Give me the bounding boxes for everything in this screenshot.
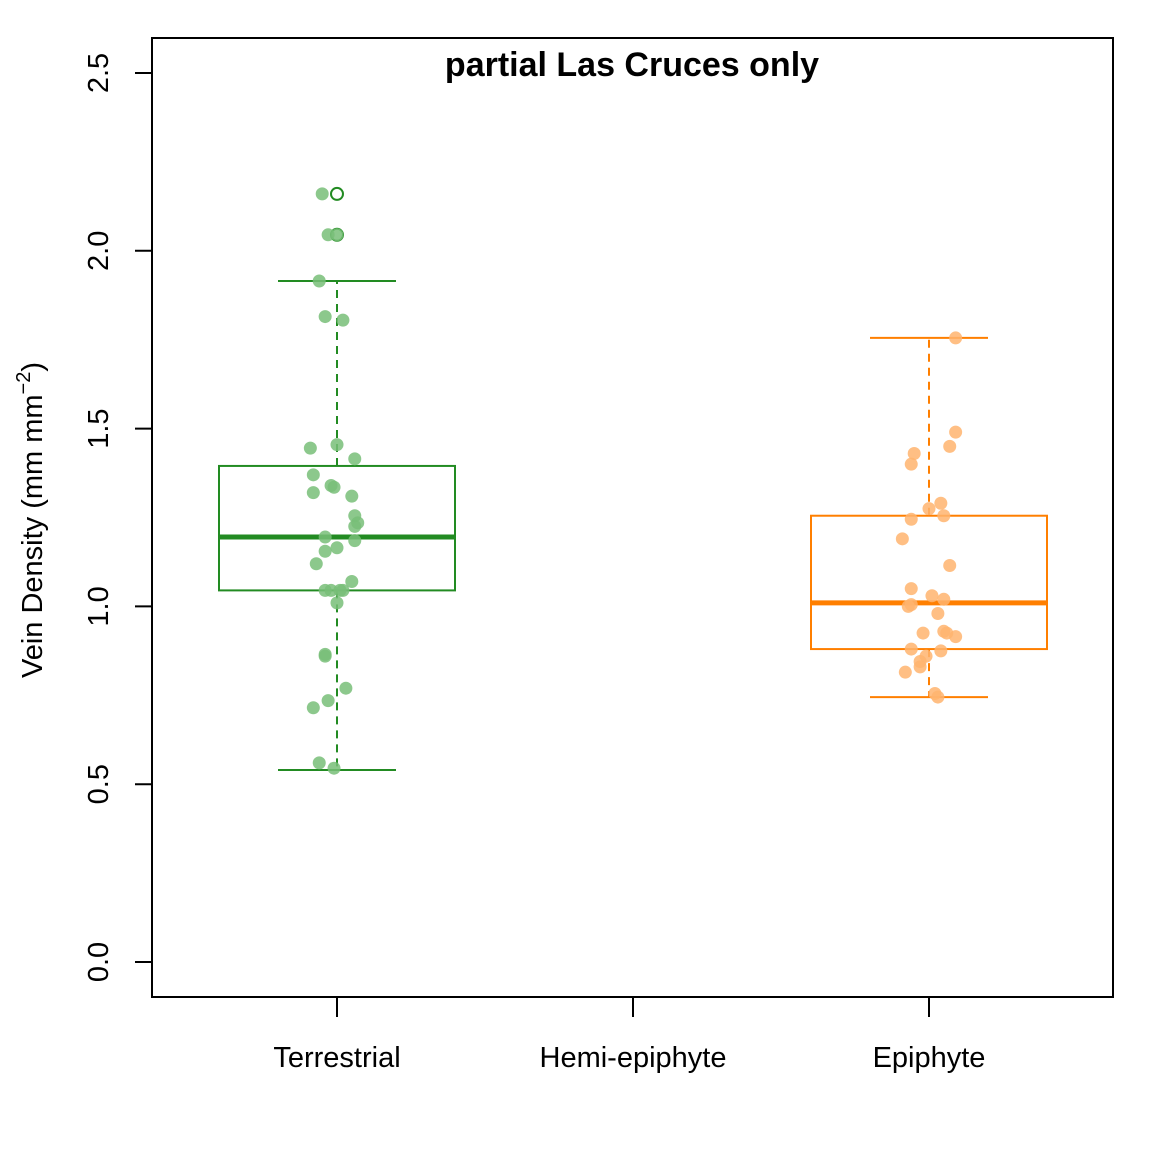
data-point [937,592,951,606]
data-point [949,425,963,439]
data-point [345,489,359,503]
data-point [330,596,344,610]
data-point [306,468,320,482]
data-point [925,589,939,603]
data-point [949,630,963,644]
data-point [309,557,323,571]
data-point [937,509,951,523]
data-point [904,642,918,656]
data-point [336,583,350,597]
data-point [949,331,963,345]
series-terrestrial [218,186,456,775]
data-point [348,452,362,466]
data-point [318,530,332,544]
data-point [312,756,326,770]
y-tick-label: 0.0 [83,942,115,982]
data-point [934,496,948,510]
chart-title: partial Las Cruces only [445,46,819,84]
data-point [934,644,948,658]
data-point [330,438,344,452]
data-point [306,701,320,715]
x-tick-label: Epiphyte [873,1042,986,1074]
data-point [922,502,936,516]
data-point [943,439,957,453]
data-point [895,532,909,546]
data-point [321,228,335,242]
data-point [321,694,335,708]
data-point [916,626,930,640]
x-tick-label: Hemi-epiphyte [540,1042,727,1074]
y-tick-label: 1.5 [83,408,115,448]
data-point [330,541,344,555]
data-point [907,446,921,460]
y-axis-title: Vein Density (mm mm−2) [13,362,49,678]
y-tick-label: 0.5 [83,764,115,804]
data-point [324,583,338,597]
data-point [348,519,362,533]
data-point [931,607,945,621]
axis-layer: 0.0 0.5 1.0 1.5 2.0 2.5 Terrestrial Hemi-epiphy… [83,53,985,1074]
data-point [348,534,362,548]
data-point [312,274,326,288]
iqr-box [810,514,1048,651]
data-point [904,582,918,596]
data-point [303,441,317,455]
data-point [318,649,332,663]
series-epiphyte [810,331,1048,704]
y-axis-title-superscript: −2 [13,372,35,395]
data-point [904,512,918,526]
data-point [904,598,918,612]
data-point [904,457,918,471]
data-point [913,660,927,674]
data-point [339,681,353,695]
data-point [330,228,344,242]
data-point [318,544,332,558]
data-point [898,665,912,679]
data-point [336,313,350,327]
data-point [931,690,945,704]
y-tick-label: 1.0 [83,586,115,626]
y-tick-label: 2.0 [83,231,115,271]
data-point [327,480,341,494]
x-tick-label: Terrestrial [273,1042,400,1074]
data-point [327,761,341,775]
outlier-point [330,186,344,201]
data-point [943,559,957,573]
data-point [306,486,320,500]
series-layer [218,186,1048,775]
y-tick-label: 2.5 [83,53,115,93]
data-point [315,187,329,201]
data-point [345,575,359,589]
data-point [318,310,332,324]
